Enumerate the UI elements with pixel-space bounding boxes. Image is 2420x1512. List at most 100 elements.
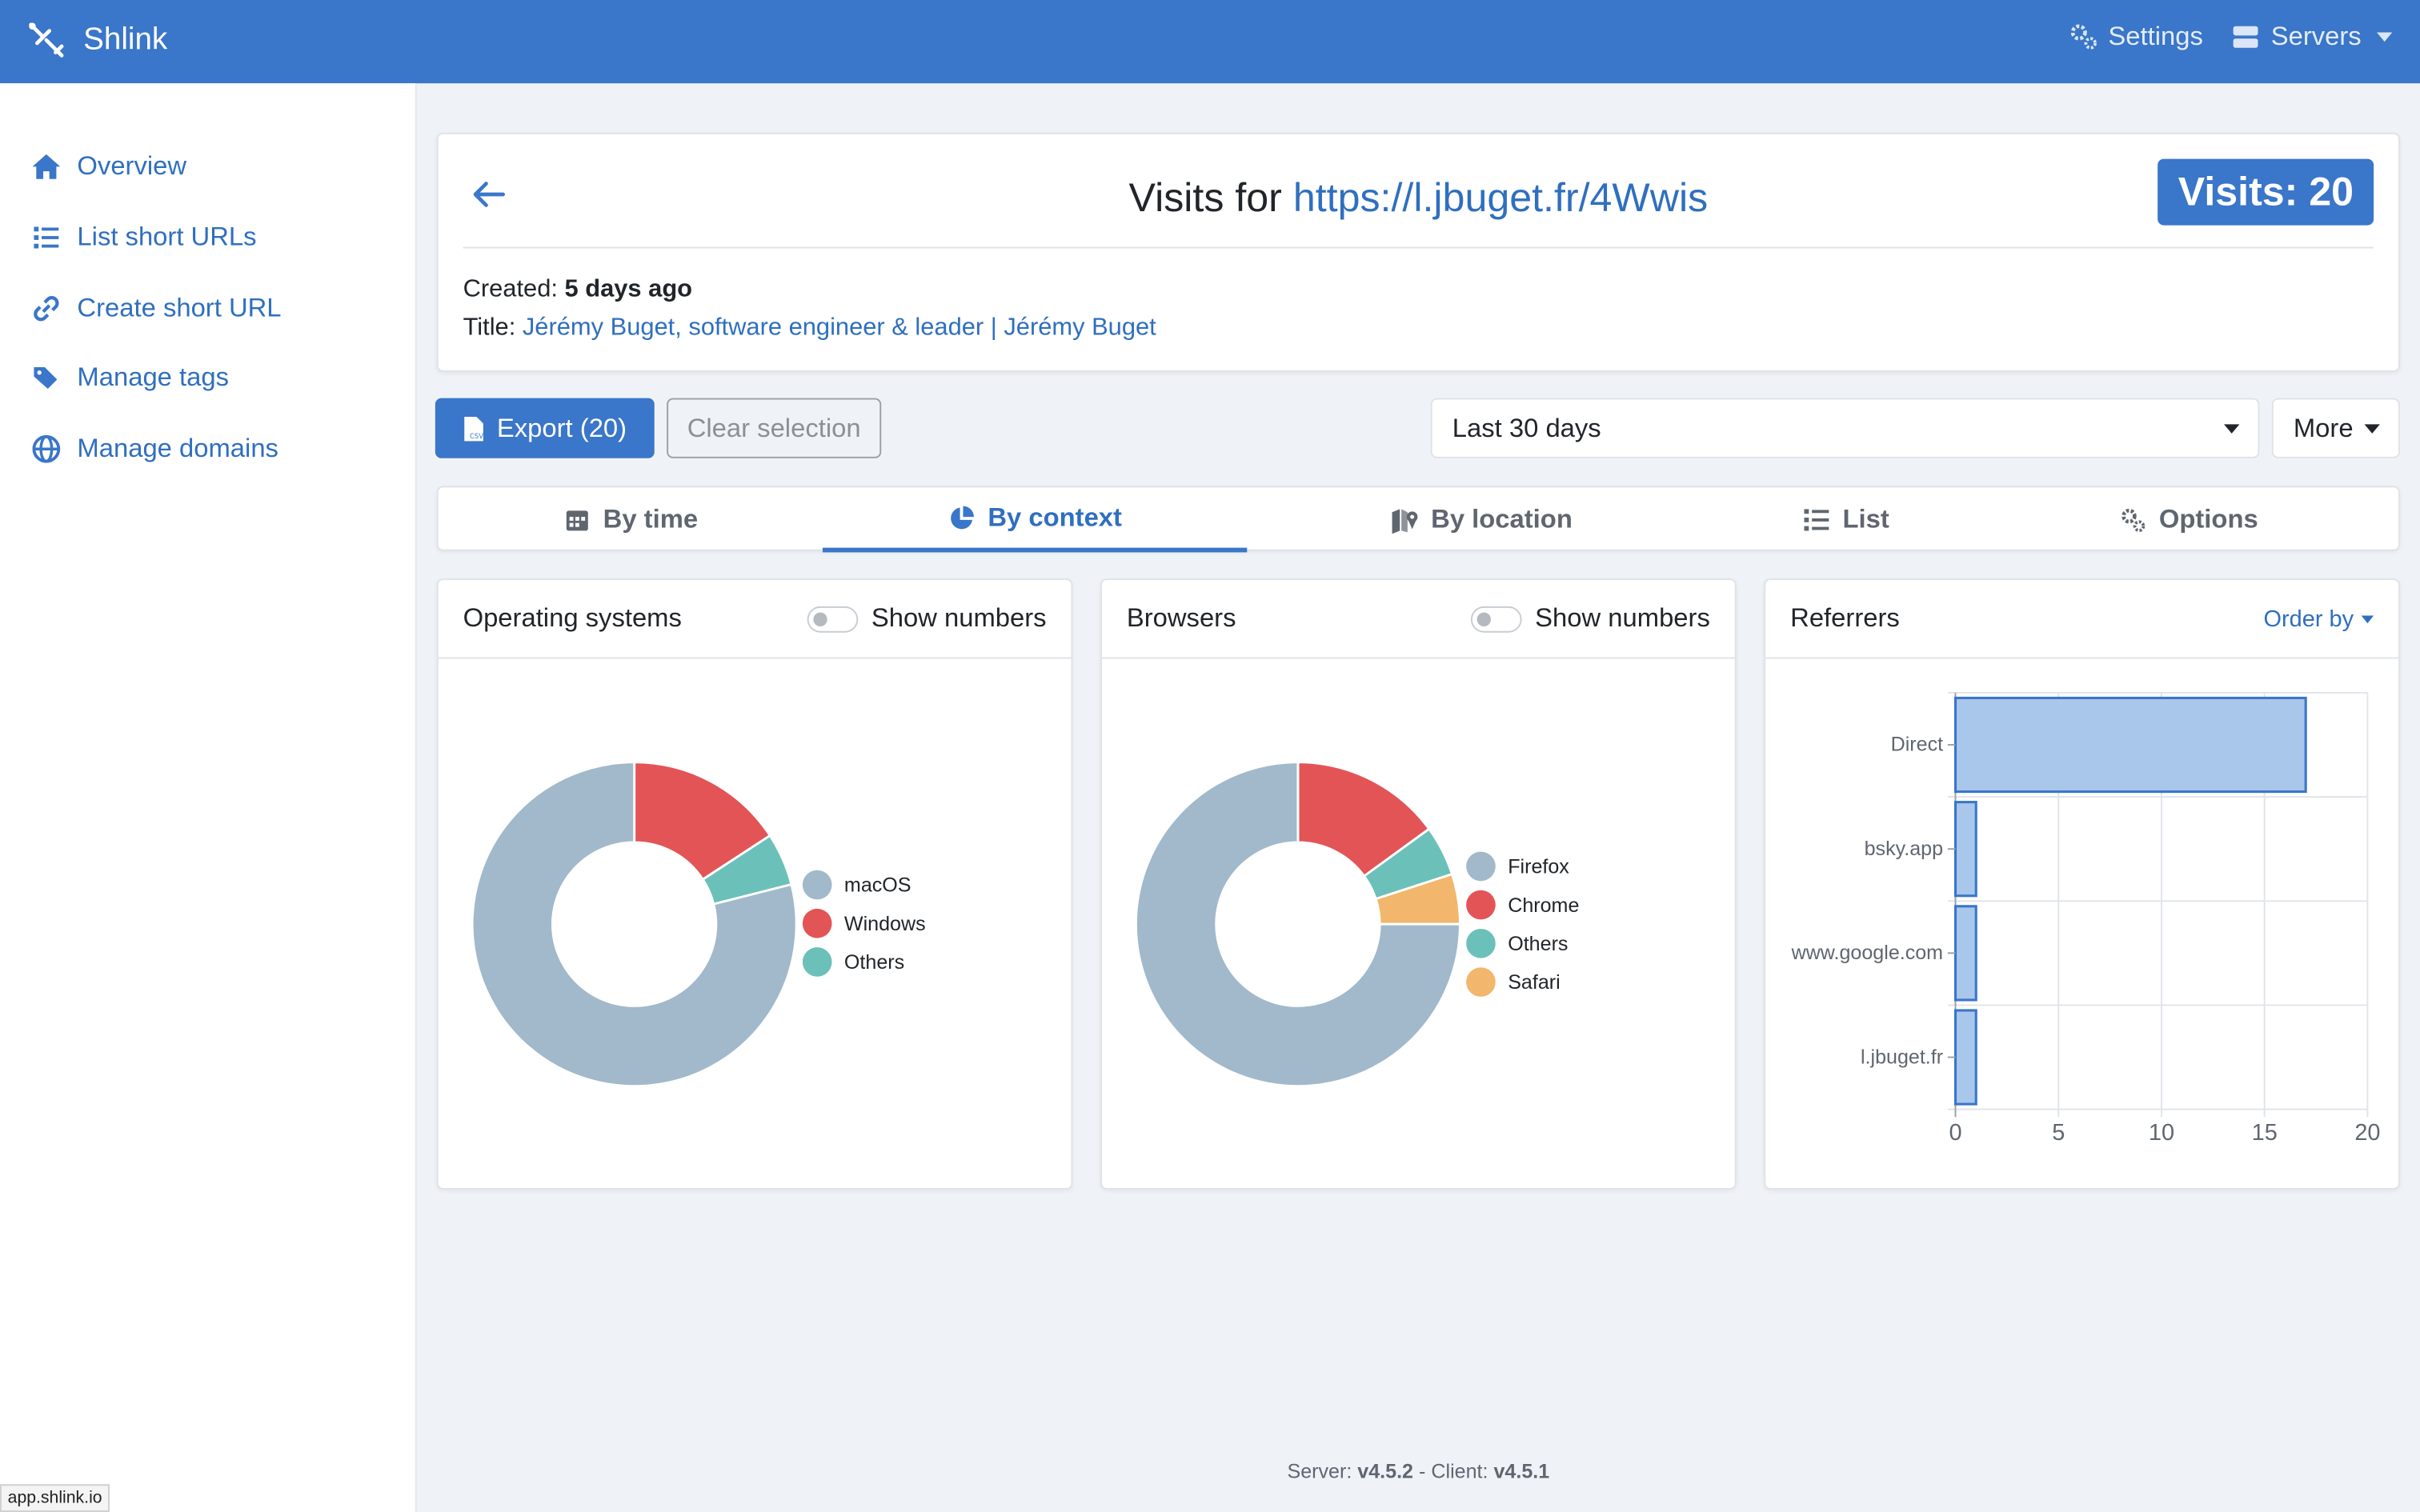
title-value-link[interactable]: Jérémy Buget, software engineer & leader… [522, 314, 1156, 342]
title-prefix: Visits for [1128, 174, 1282, 221]
sidebar-item-manage-tags[interactable]: Manage tags [31, 362, 229, 394]
legend-item-macos[interactable]: macOS [802, 866, 926, 904]
sidebar-item-manage-domains[interactable]: Manage domains [31, 434, 278, 465]
order-by-dropdown[interactable]: Order by [2264, 606, 2374, 633]
legend-item-windows[interactable]: Windows [802, 904, 926, 942]
legend-swatch [1466, 851, 1496, 882]
pie-chart-icon [951, 505, 974, 529]
more-dropdown[interactable]: More [2271, 398, 2400, 458]
map-marker-icon [1392, 509, 1418, 534]
pie-slice-firefox[interactable] [1134, 761, 1461, 1088]
separator: - [1419, 1459, 1426, 1483]
toggle-switch[interactable] [806, 605, 858, 632]
card-header: Referrers Order by [1765, 580, 2398, 659]
browser-status-bar: app.shlink.io [0, 1484, 110, 1512]
sidebar-item-label: Overview [77, 150, 187, 181]
legend-swatch [802, 947, 832, 977]
pie-slice-chrome[interactable] [1296, 761, 1431, 878]
bar-l-jbuget-fr[interactable] [1953, 1009, 1977, 1106]
referrers-chart-card: Referrers Order by 0 5 10 15 20 Direct bsky.ap… [1764, 578, 2400, 1190]
clear-selection-button[interactable]: Clear selection [667, 398, 882, 458]
legend-swatch [1466, 967, 1496, 997]
toggle-label: Show numbers [871, 603, 1047, 633]
legend-item-safari[interactable]: Safari [1466, 962, 1579, 1001]
title-row: Title: Jérémy Buget, software engineer &… [463, 314, 1156, 342]
toggle-label: Show numbers [1535, 603, 1710, 633]
legend-label: macOS [843, 873, 912, 897]
tab-label: By location [1431, 504, 1573, 534]
x-tick-label: 20 [2354, 1120, 2380, 1146]
x-tick-label: 5 [2052, 1120, 2065, 1146]
settings-link[interactable]: Settings [2068, 22, 2203, 53]
order-by-label: Order by [2263, 606, 2354, 633]
bar-www-google-com[interactable] [1953, 905, 1977, 1002]
file-csv-icon: CSV [464, 415, 483, 441]
tab-list[interactable]: List [1717, 487, 1976, 552]
pie-slice-macos[interactable] [471, 761, 798, 1088]
short-url-link[interactable]: https://l.jbuget.fr/4Wwis [1292, 174, 1709, 221]
title-label: Title: [463, 314, 516, 342]
legend-item-chrome[interactable]: Chrome [1466, 886, 1579, 924]
sidebar-item-overview[interactable]: Overview [31, 151, 187, 182]
tags-icon [34, 366, 58, 389]
show-numbers-toggle[interactable]: Show numbers [1470, 603, 1710, 634]
show-numbers-toggle[interactable]: Show numbers [806, 603, 1047, 634]
legend-swatch [802, 870, 832, 900]
legend-label: Others [1508, 931, 1569, 955]
servers-dropdown[interactable]: Servers [2231, 22, 2393, 53]
os-chart-card: Operating systems Show numbers macOS Wind… [436, 578, 1073, 1190]
list-icon [1804, 509, 1829, 531]
legend-swatch [1466, 928, 1496, 958]
legend-item-others[interactable]: Others [802, 942, 926, 981]
legend-item-firefox[interactable]: Firefox [1466, 847, 1579, 886]
tab-label: By context [988, 502, 1122, 532]
export-label: Export (20) [496, 412, 627, 442]
card-title: Referrers [1790, 603, 1900, 633]
card-header: Operating systems Show numbers [438, 580, 1072, 659]
home-icon [32, 154, 61, 179]
more-label: More [2293, 413, 2354, 443]
export-button[interactable]: CSV Export (20) [435, 398, 655, 458]
toggle-switch[interactable] [1470, 605, 1521, 632]
brand-link[interactable]: Shlink [25, 18, 167, 62]
date-range-dropdown[interactable]: Last 30 days [1430, 398, 2260, 458]
legend-label: Others [843, 950, 905, 974]
arrow-left-icon[interactable] [469, 174, 509, 214]
chevron-down-icon [2224, 424, 2240, 434]
tab-by-context[interactable]: By context [822, 487, 1248, 553]
y-tick-label: l.jbuget.fr [1861, 1046, 1943, 1068]
sidebar-item-create-short-url[interactable]: Create short URL [31, 293, 282, 324]
tab-by-time[interactable]: By time [439, 487, 823, 552]
settings-label: Settings [2108, 21, 2203, 51]
servers-label: Servers [2270, 21, 2362, 51]
visits-header-card: Visits for https://l.jbuget.fr/4Wwis Vis… [436, 132, 2400, 372]
server-icon [2234, 26, 2259, 48]
created-row: Created: 5 days ago [463, 276, 692, 304]
tab-label: By time [603, 504, 699, 534]
gears-icon [2070, 24, 2097, 50]
bar-direct[interactable] [1953, 696, 2307, 794]
tab-label: List [1842, 504, 1889, 534]
tab-options[interactable]: Options [1976, 487, 2402, 552]
referrers-bar-chart: 0 5 10 15 20 Direct bsky.app www.google.com l.jb… [1791, 691, 2381, 1146]
legend-swatch [802, 908, 832, 938]
y-tick-label: www.google.com [1791, 942, 1943, 964]
list-icon [34, 226, 59, 249]
tab-label: Options [2158, 504, 2258, 534]
legend-label: Windows [843, 911, 926, 935]
browsers-legend: Firefox Chrome Others Safari [1466, 847, 1579, 1002]
x-tick-label: 15 [2252, 1120, 2278, 1146]
page-title: Visits for https://l.jbuget.fr/4Wwis [439, 174, 2398, 222]
brand-label: Shlink [83, 22, 168, 57]
legend-label: Chrome [1508, 893, 1580, 917]
version-footer: Server: v4.5.2 - Client: v4.5.1 [417, 1459, 2420, 1482]
card-title: Browsers [1126, 603, 1236, 633]
x-tick-label: 0 [1949, 1120, 1961, 1146]
visits-tabs: By time By context By location List Opti… [436, 486, 2402, 553]
legend-item-others[interactable]: Others [1466, 924, 1579, 962]
bar-bsky-app[interactable] [1953, 801, 1977, 898]
tab-by-location[interactable]: By location [1247, 487, 1716, 552]
sidebar-item-label: Manage tags [77, 362, 230, 392]
sidebar-item-list-short-urls[interactable]: List short URLs [31, 222, 257, 254]
card-header: Browsers Show numbers [1101, 580, 1735, 659]
